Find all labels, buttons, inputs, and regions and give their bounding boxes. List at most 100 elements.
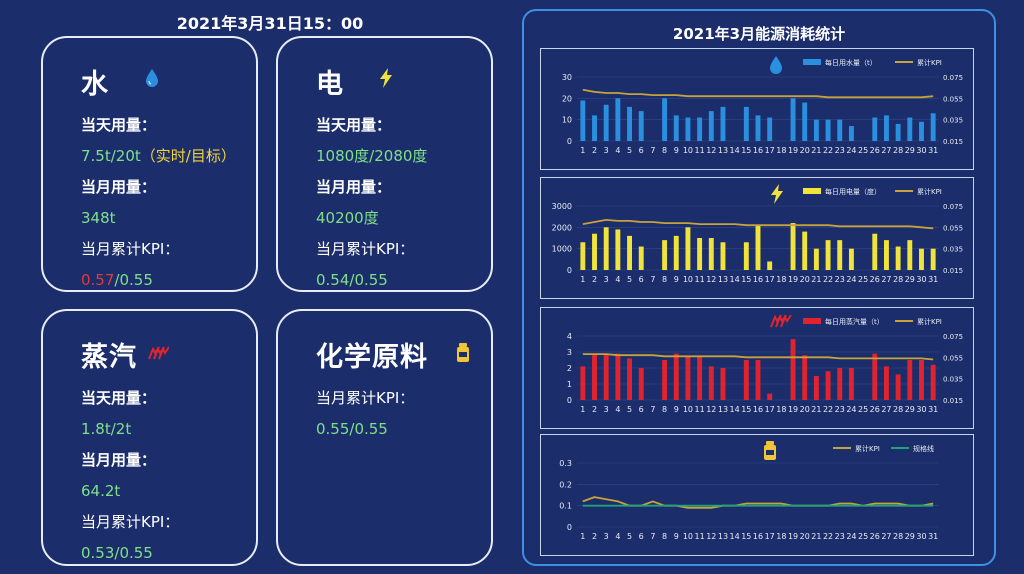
bar xyxy=(919,121,924,141)
bar xyxy=(580,242,586,270)
x-tick-label: 5 xyxy=(627,405,632,414)
bar xyxy=(883,115,889,141)
x-tick-label: 22 xyxy=(823,532,833,541)
x-tick-label: 25 xyxy=(858,405,868,414)
bar xyxy=(883,366,889,400)
x-tick-label: 22 xyxy=(823,405,833,414)
legend-label: 规格线 xyxy=(913,444,934,453)
x-tick-label: 10 xyxy=(683,275,693,284)
chemical-jar-icon xyxy=(456,343,470,367)
x-tick-label: 1 xyxy=(580,532,585,541)
x-tick-label: 18 xyxy=(776,405,786,414)
x-tick-label: 23 xyxy=(835,146,845,155)
bar xyxy=(673,353,679,400)
x-tick-label: 7 xyxy=(650,146,655,155)
x-tick-label: 19 xyxy=(788,405,798,414)
energy-stats-title: 2021年3月能源消耗统计 xyxy=(672,25,846,43)
x-tick-label: 31 xyxy=(928,146,938,155)
water-today-label: 当天用量： xyxy=(81,116,157,134)
steam-chart-box: 0 1 2 3 4 0.015 0.035 0.055 0.075 1 2 3 4 5 6 7 8 9 10 11 12… xyxy=(540,307,974,429)
bar xyxy=(825,119,831,141)
bar xyxy=(848,248,854,270)
x-tick-label: 22 xyxy=(823,146,833,155)
bar xyxy=(603,104,609,141)
water-today-value: 7.5t/20t xyxy=(81,147,141,165)
x-tick-label: 3 xyxy=(604,532,609,541)
x-tick-label: 24 xyxy=(846,146,856,155)
electricity-card: 电 当天用量： 1080度/2080度 当月用量： 40200度 当月累计KPI… xyxy=(276,36,493,292)
y-tick-label: 3000 xyxy=(552,202,572,211)
bar xyxy=(685,117,691,141)
legend-item: 每日用电量（度） xyxy=(803,187,881,196)
bar xyxy=(580,366,586,400)
y2-tick-label: 0.055 xyxy=(943,354,963,362)
x-tick-label: 4 xyxy=(615,532,620,541)
x-tick-label: 8 xyxy=(662,146,667,155)
x-tick-label: 26 xyxy=(870,532,880,541)
x-tick-label: 23 xyxy=(835,405,845,414)
water-drop-icon xyxy=(770,56,782,74)
lightning-icon xyxy=(378,68,394,92)
x-tick-label: 17 xyxy=(765,146,775,155)
water-drop-icon xyxy=(145,68,159,92)
legend-item: 每日用水量（t） xyxy=(803,58,877,67)
water-kpi-target: 0.55 xyxy=(119,271,153,289)
chemical-kpi-value: 0.55/0.55 xyxy=(316,420,388,438)
bar xyxy=(638,111,644,141)
y-tick-label: 0 xyxy=(567,396,572,405)
x-tick-label: 12 xyxy=(706,275,716,284)
x-tick-label: 6 xyxy=(639,405,644,414)
x-tick-label: 12 xyxy=(706,405,716,414)
steam-title: 蒸汽 xyxy=(81,342,137,373)
x-tick-label: 31 xyxy=(928,532,938,541)
bar xyxy=(802,355,808,400)
legend-item: 每日用蒸汽量（t） xyxy=(803,317,884,326)
x-tick-label: 8 xyxy=(662,275,667,284)
x-tick-label: 15 xyxy=(741,146,751,155)
electricity-kpi-value: 0.54/0.55 xyxy=(316,271,388,289)
bar xyxy=(930,364,936,400)
x-tick-label: 15 xyxy=(741,275,751,284)
legend-label: 累计KPI xyxy=(917,58,942,67)
bar xyxy=(638,246,644,270)
legend-swatch xyxy=(803,188,821,194)
y2-tick-label: 0.075 xyxy=(943,74,963,82)
x-tick-label: 17 xyxy=(765,532,775,541)
x-tick-label: 30 xyxy=(916,146,926,155)
x-tick-label: 27 xyxy=(881,405,891,414)
electricity-chart-box: 0 1000 2000 3000 0.015 0.035 0.055 0.075 1 2 3 4 5 6 7… xyxy=(540,177,974,299)
y2-tick-label: 0.035 xyxy=(943,246,963,254)
x-tick-label: 10 xyxy=(683,146,693,155)
legend-item: 累计KPI xyxy=(895,187,942,196)
x-tick-label: 24 xyxy=(846,405,856,414)
bar xyxy=(755,360,761,400)
steam-card: 蒸汽 当天用量： 1.8t/2t 当月用量： 64.2t 当月累计KPI： 0.… xyxy=(41,309,258,566)
chemical-chart: 00.10.20.31 2 3 4 5 6 7 8 9 10 11 12 13 14 15 16 17 18 19 2… xyxy=(559,441,939,541)
bar xyxy=(825,371,831,400)
y2-tick-label: 0.015 xyxy=(943,267,963,275)
x-tick-label: 5 xyxy=(627,146,632,155)
bar xyxy=(930,248,936,270)
x-tick-label: 20 xyxy=(800,146,810,155)
x-tick-label: 19 xyxy=(788,146,798,155)
x-tick-label: 29 xyxy=(905,405,915,414)
x-tick-label: 11 xyxy=(695,405,705,414)
x-tick-label: 1 xyxy=(580,146,585,155)
x-tick-label: 19 xyxy=(788,532,798,541)
bar xyxy=(720,368,726,400)
bar xyxy=(685,356,691,400)
y2-tick-label: 0.015 xyxy=(943,397,963,405)
y2-tick-label: 0.015 xyxy=(943,138,963,146)
x-tick-label: 5 xyxy=(627,275,632,284)
y-tick-label: 0 xyxy=(567,266,572,275)
bar xyxy=(615,98,621,141)
bar xyxy=(813,119,819,141)
bar xyxy=(930,113,936,141)
y2-tick-label: 0.075 xyxy=(943,203,963,211)
x-tick-label: 11 xyxy=(695,146,705,155)
steam-kpi-label: 当月累计KPI： xyxy=(81,513,180,531)
y-tick-label: 0 xyxy=(567,523,572,532)
bar xyxy=(755,115,761,141)
x-tick-label: 18 xyxy=(776,146,786,155)
